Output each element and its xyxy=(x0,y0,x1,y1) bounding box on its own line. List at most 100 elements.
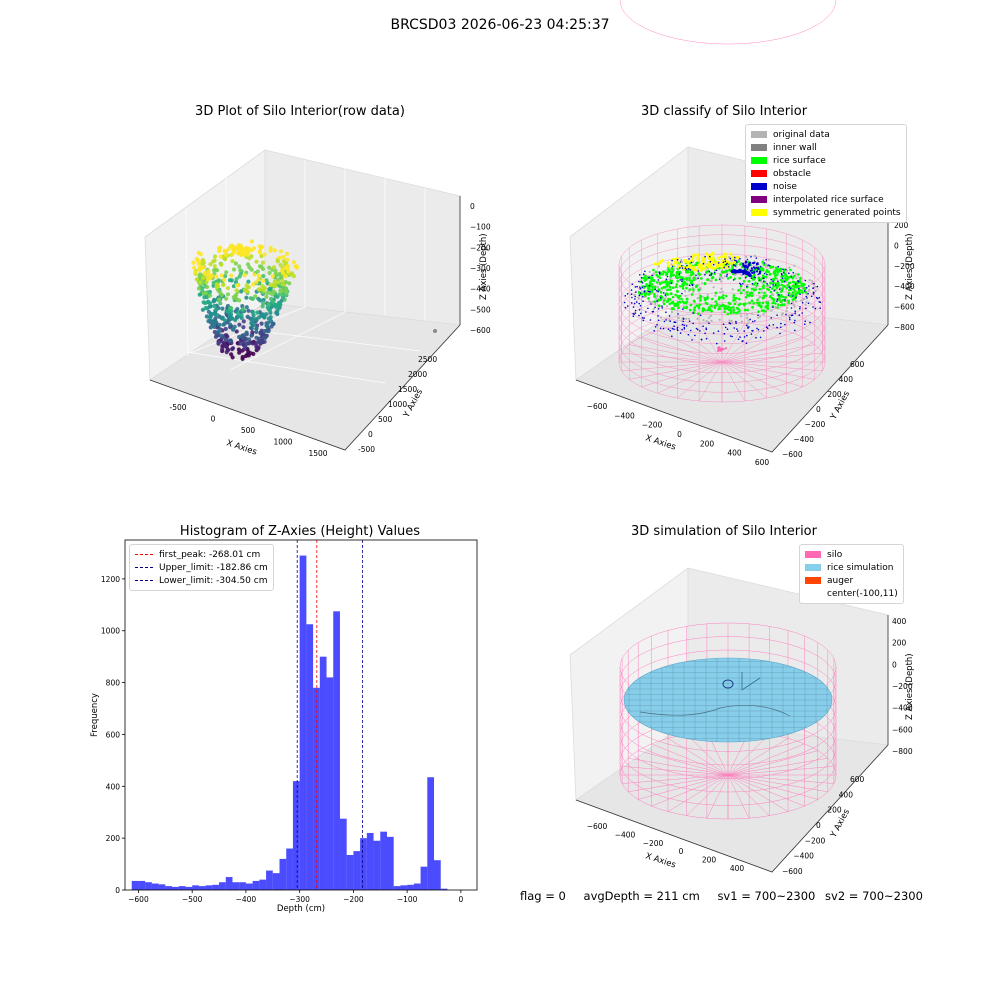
noise-point xyxy=(812,306,814,308)
raw-data-point xyxy=(242,339,247,344)
rice-surface-point xyxy=(787,299,790,303)
raw-data-point xyxy=(258,248,263,253)
noise-point xyxy=(749,318,751,321)
legend-swatch xyxy=(751,170,767,177)
silo-floor-spoke xyxy=(657,361,723,394)
original-data-point xyxy=(684,294,687,297)
plot4-ztick: 400 xyxy=(892,617,907,626)
rice-surface-point xyxy=(726,312,730,316)
rice-surface-point xyxy=(737,260,740,263)
noise-point xyxy=(624,295,627,297)
legend-item: inner wall xyxy=(751,141,901,154)
rice-surface-point xyxy=(775,273,779,277)
original-data-point xyxy=(746,316,749,319)
rice-surface-point xyxy=(756,298,759,302)
noise-point xyxy=(658,271,661,274)
symmetric-point xyxy=(724,265,728,269)
noise-point xyxy=(671,265,674,268)
noise-point xyxy=(704,255,706,258)
noise-point xyxy=(717,262,720,264)
noise-point xyxy=(757,328,760,331)
rice-surface-point xyxy=(792,287,795,291)
rice-surface-point xyxy=(742,302,745,306)
noise-point xyxy=(632,315,635,318)
noise-point xyxy=(723,333,726,335)
original-data-point xyxy=(808,288,811,291)
raw-data-point xyxy=(212,297,217,302)
noise-point xyxy=(789,287,792,290)
original-data-point xyxy=(762,259,765,262)
raw-data-point xyxy=(282,297,287,302)
rice-surface-point xyxy=(779,300,783,304)
noise-point xyxy=(634,298,636,300)
noise-point xyxy=(781,273,783,276)
original-data-point xyxy=(719,291,722,294)
original-data-point xyxy=(761,291,764,294)
raw-data-point xyxy=(238,341,243,346)
rice-surface-point xyxy=(785,286,788,290)
noise-point xyxy=(758,279,761,282)
histogram-bar xyxy=(393,886,401,890)
rice-surface-point xyxy=(662,270,665,274)
rice-surface-point xyxy=(767,270,770,274)
rice-surface-point xyxy=(797,273,800,276)
rice-surface-point xyxy=(676,301,680,304)
original-data-point xyxy=(648,270,651,273)
silo-floor-spoke xyxy=(727,734,770,776)
noise-point xyxy=(650,303,652,305)
raw-data-point xyxy=(271,289,276,294)
raw-data-point xyxy=(234,276,239,282)
raw-data-point xyxy=(244,295,249,300)
original-data-point xyxy=(759,296,762,299)
legend-label: Upper_limit: -182.86 cm xyxy=(159,562,268,573)
rice-surface-point xyxy=(699,299,702,302)
raw-data-point xyxy=(217,328,223,333)
raw-data-point xyxy=(219,333,224,338)
raw-data-point xyxy=(275,308,280,313)
noise-point xyxy=(805,287,808,289)
noise-point xyxy=(753,270,756,273)
raw-data-point xyxy=(281,254,286,260)
plot4-xtick: −600 xyxy=(587,822,608,831)
histogram-bar xyxy=(427,777,435,890)
symmetric-point xyxy=(688,264,692,267)
noise-point xyxy=(683,326,686,329)
noise-point xyxy=(744,277,747,279)
rice-surface-point xyxy=(678,294,682,298)
symmetric-point xyxy=(696,255,700,259)
noise-point xyxy=(639,286,641,288)
silo-floor-spoke xyxy=(621,352,723,363)
rice-surface-point xyxy=(705,297,709,301)
symmetric-point xyxy=(724,255,728,259)
noise-point xyxy=(735,320,737,323)
rice-surface-point xyxy=(747,294,751,298)
plot1-title: 3D Plot of Silo Interior(row data) xyxy=(195,104,405,119)
original-data-point xyxy=(735,300,738,303)
original-data-point xyxy=(681,319,684,322)
raw-data-point xyxy=(239,312,244,318)
raw-data-point xyxy=(211,259,216,264)
symmetric-point xyxy=(719,263,723,266)
original-data-point xyxy=(751,312,754,315)
rice-surface-point xyxy=(762,294,766,298)
raw-data-point xyxy=(259,264,264,269)
noise-point xyxy=(792,271,795,274)
noise-point xyxy=(635,291,637,293)
raw-data-point xyxy=(259,254,264,259)
histogram-bar xyxy=(172,886,179,890)
rice-surface-point xyxy=(697,312,700,316)
noise-point xyxy=(753,276,756,279)
raw-data-point xyxy=(254,326,259,331)
sv1-text: sv1 = 700~2300 xyxy=(717,889,816,903)
silo-floor-spoke xyxy=(721,361,767,399)
rice-surface-point xyxy=(693,306,696,309)
noise-point xyxy=(665,311,667,314)
noise-point xyxy=(632,306,635,308)
noise-point xyxy=(807,292,809,295)
noise-point xyxy=(752,330,754,332)
noise-point xyxy=(681,280,683,283)
plot4-xtick: −400 xyxy=(615,830,636,839)
rice-surface-point xyxy=(742,288,745,292)
noise-point xyxy=(661,307,663,309)
raw-outlier-point xyxy=(433,329,437,333)
